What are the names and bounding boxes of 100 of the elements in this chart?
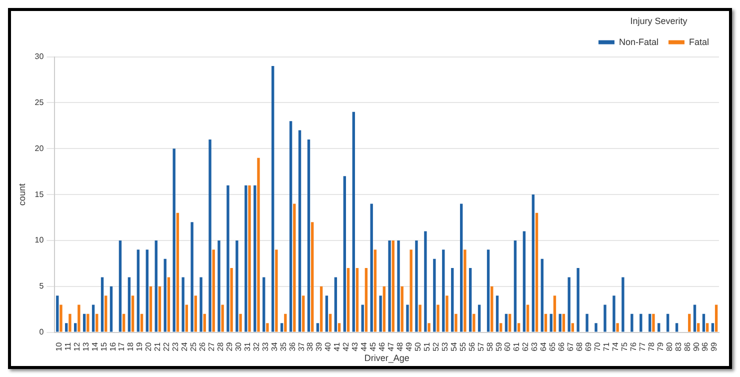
bar — [652, 314, 655, 332]
x-axis-title: Driver_Age — [364, 353, 410, 364]
bar — [500, 323, 502, 332]
bar — [218, 240, 220, 332]
x-tick-label: 31 — [242, 342, 252, 352]
bar — [266, 323, 269, 332]
bar — [320, 286, 323, 332]
bar — [361, 304, 364, 332]
bar — [397, 240, 400, 332]
bar — [382, 286, 386, 332]
bar — [190, 222, 194, 332]
bar — [392, 240, 394, 332]
x-tick-label: 99 — [710, 342, 719, 352]
bar — [78, 304, 80, 332]
bar — [535, 212, 538, 332]
bar — [164, 258, 166, 332]
bar — [446, 296, 448, 332]
x-tick-label: 50 — [413, 342, 422, 352]
bar — [504, 314, 508, 332]
bar — [212, 250, 215, 332]
y-tick-label: 30 — [34, 52, 44, 62]
bar — [158, 286, 162, 332]
bar — [460, 204, 463, 332]
bar — [284, 314, 287, 332]
x-tick-label: 67 — [566, 342, 576, 352]
x-tick-label: 57 — [476, 342, 486, 352]
bar — [658, 323, 660, 332]
bar — [244, 185, 248, 332]
bar — [697, 323, 700, 332]
bar — [316, 323, 320, 332]
y-tick-label: 0 — [39, 328, 44, 337]
bar — [96, 314, 98, 332]
bar — [571, 323, 574, 332]
x-tick-label: 29 — [224, 342, 234, 352]
x-tick-label: 53 — [440, 342, 450, 352]
bar — [334, 277, 338, 332]
x-tick-label: 45 — [368, 342, 378, 352]
bar — [122, 314, 126, 332]
bar — [630, 314, 634, 332]
bar — [136, 250, 140, 332]
bar — [388, 240, 391, 332]
x-tick-label: 75 — [620, 342, 629, 352]
bar — [406, 304, 409, 332]
bar — [118, 240, 122, 332]
bar — [594, 323, 598, 332]
y-tick-label: 15 — [34, 190, 44, 199]
bar — [486, 250, 490, 332]
bar — [92, 304, 95, 332]
bar — [478, 304, 481, 332]
x-tick-label: 58 — [485, 342, 494, 352]
bar — [576, 268, 580, 332]
x-tick-label: 44 — [360, 342, 369, 352]
x-tick-label: 12 — [72, 342, 82, 352]
bar — [131, 296, 134, 332]
legend-label: Fatal — [688, 36, 710, 47]
bar — [562, 314, 566, 332]
x-tick-label: 37 — [296, 342, 306, 352]
bar — [442, 250, 445, 332]
bar — [302, 296, 305, 332]
bar — [239, 314, 242, 332]
bar — [415, 240, 418, 332]
x-tick-label: 15 — [99, 342, 108, 352]
bar — [464, 250, 466, 332]
bar — [185, 304, 188, 332]
bar — [275, 250, 278, 332]
bar — [517, 323, 520, 332]
bar — [172, 148, 176, 332]
x-tick-label: 35 — [278, 342, 288, 352]
bar — [86, 314, 90, 332]
bar — [203, 314, 206, 332]
x-tick-label: 68 — [575, 342, 584, 352]
x-tick-label: 43 — [350, 342, 360, 352]
bar — [436, 304, 440, 332]
bar — [472, 314, 476, 332]
bar — [616, 323, 619, 332]
x-tick-label: 48 — [396, 342, 405, 352]
bar — [604, 304, 606, 332]
bar — [410, 250, 412, 332]
x-tick-label: 33 — [260, 342, 270, 352]
legend-title: Injury Severity — [630, 16, 688, 26]
bar — [65, 323, 68, 332]
bar — [532, 194, 535, 332]
bar — [128, 277, 131, 332]
bar — [271, 66, 274, 332]
bar — [428, 323, 430, 332]
x-tick-label: 28 — [216, 342, 225, 352]
x-tick-label: 78 — [646, 342, 656, 352]
bar — [257, 158, 260, 332]
bar — [550, 314, 552, 332]
bar — [586, 314, 588, 332]
y-tick-label: 25 — [34, 98, 44, 107]
y-tick-label: 20 — [34, 144, 44, 153]
bar — [262, 277, 266, 332]
bar — [194, 296, 197, 332]
bar — [702, 314, 706, 332]
x-tick-label: 16 — [108, 342, 118, 352]
y-tick-label: 10 — [34, 236, 44, 245]
x-tick-label: 63 — [530, 342, 540, 352]
bar — [176, 212, 180, 332]
bar — [82, 314, 86, 332]
